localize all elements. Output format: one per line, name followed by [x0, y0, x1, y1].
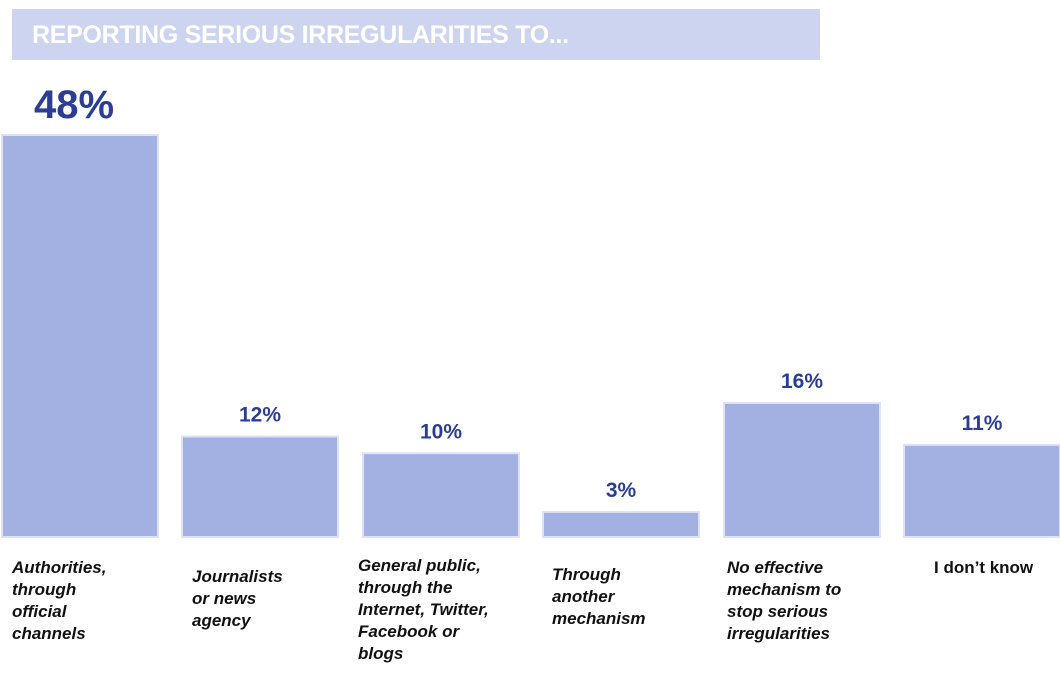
bar-journalists [181, 435, 339, 538]
category-label-another-mechanism: Through another mechanism [552, 565, 646, 628]
chart-title: REPORTING SERIOUS IRREGULARITIES TO... [32, 21, 569, 49]
value-label-dont-know: 11% [962, 412, 1003, 435]
bar-another-mechanism [542, 510, 700, 538]
category-label-dont-know: I don’t know [934, 558, 1034, 577]
value-label-journalists: 12% [239, 404, 281, 427]
bar-authorities [1, 134, 159, 538]
category-label-journalists: Journalists or news agency [192, 567, 283, 630]
bar-no-effective-mechanism [723, 402, 881, 538]
category-label-general-public: General public, through the Internet, Tw… [358, 556, 489, 663]
value-label-no-effective-mechanism: 16% [781, 370, 823, 393]
bar-dont-know [903, 443, 1060, 538]
value-label-another-mechanism: 3% [606, 479, 637, 502]
bar-general-public [362, 452, 520, 538]
value-label-authorities: 48% [34, 83, 114, 127]
category-label-no-effective-mechanism: No effective mechanism to stop serious i… [727, 558, 842, 643]
value-label-general-public: 10% [420, 420, 462, 443]
category-label-authorities: Authorities, through official channels [12, 558, 107, 643]
title-band: REPORTING SERIOUS IRREGULARITIES TO... [12, 9, 820, 60]
